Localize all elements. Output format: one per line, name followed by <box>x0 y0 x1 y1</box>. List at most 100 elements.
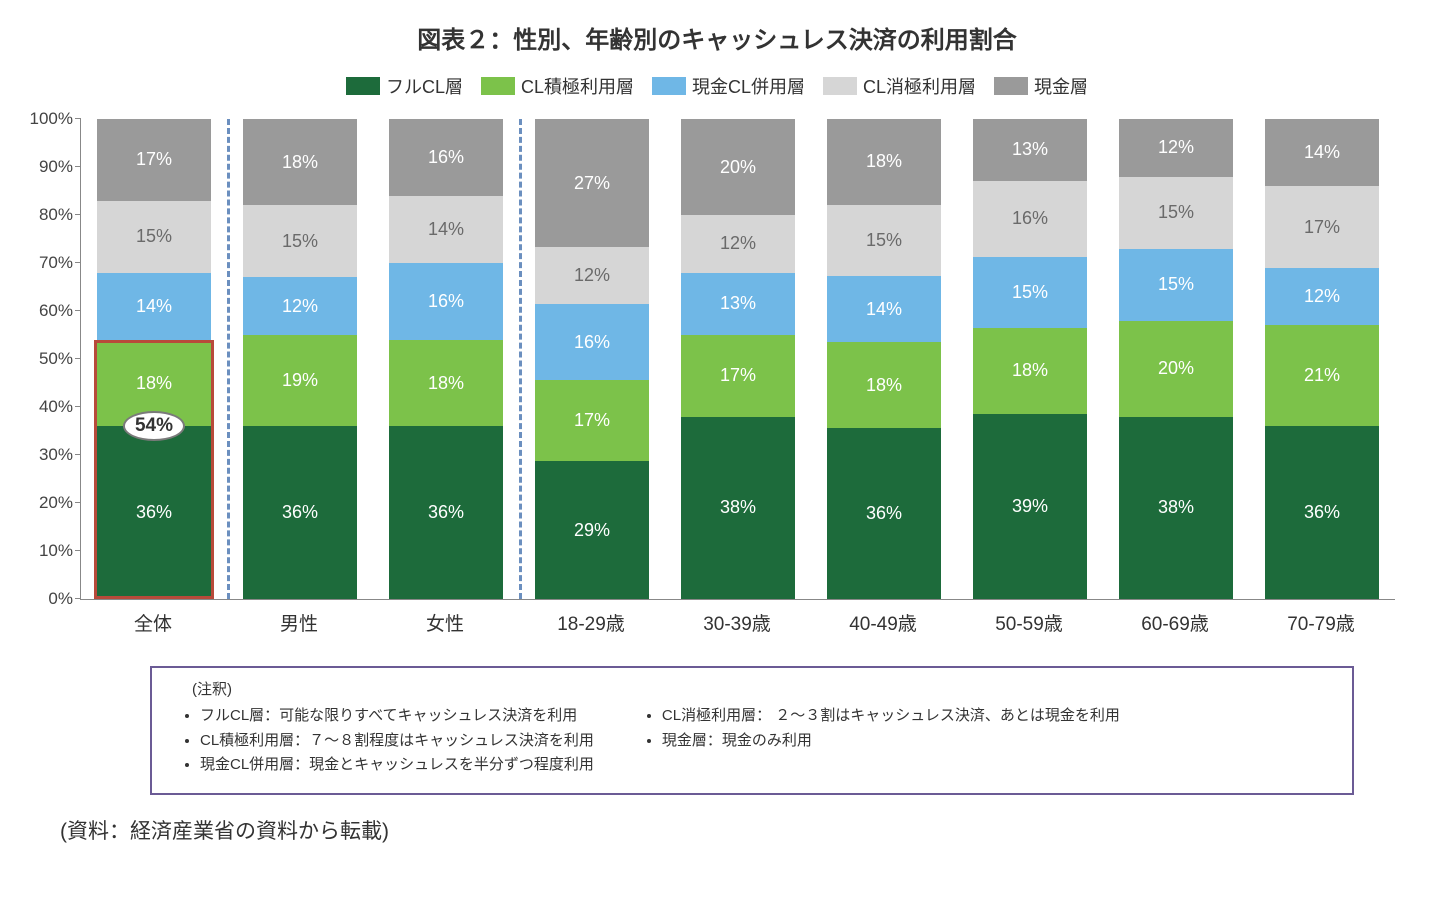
y-tick-label: 90% <box>23 157 73 177</box>
bar-segment: 18% <box>389 340 503 426</box>
bar-segment: 17% <box>681 335 795 417</box>
bar-segment: 14% <box>97 273 211 340</box>
bar-segment: 13% <box>973 119 1087 181</box>
stacked-bar: 36%18%16%14%16% <box>389 119 503 599</box>
bar-segment: 36% <box>97 426 211 599</box>
bar-segment: 36% <box>389 426 503 599</box>
plot-area: 0%10%20%30%40%50%60%70%80%90%100%36%18%1… <box>80 119 1394 599</box>
legend-item: 現金層 <box>994 73 1088 99</box>
x-axis-label: 男性 <box>226 609 372 636</box>
stacked-bar: 38%17%13%12%20% <box>681 119 795 599</box>
legend: フルCL層 CL積極利用層 現金CL併用層 CL消極利用層 現金層 <box>20 73 1414 99</box>
legend-swatch <box>823 77 857 95</box>
bar-slot: 36%18%14%15%18% <box>811 119 957 599</box>
stacked-bar: 38%20%15%15%12% <box>1119 119 1233 599</box>
bar-slot: 36%21%12%17%14% <box>1249 119 1395 599</box>
legend-label: フルCL層 <box>386 73 463 99</box>
x-axis-label: 18-29歳 <box>518 609 664 636</box>
bar-segment: 15% <box>827 205 941 276</box>
bar-segment: 15% <box>1119 249 1233 321</box>
bar-segment: 36% <box>243 426 357 599</box>
bar-segment: 12% <box>243 277 357 335</box>
bar-segment: 38% <box>681 417 795 599</box>
y-tick-label: 60% <box>23 301 73 321</box>
highlight-callout: 54% <box>123 411 185 441</box>
y-tick-label: 50% <box>23 349 73 369</box>
x-axis-label: 40-49歳 <box>810 609 956 636</box>
bar-segment: 36% <box>1265 426 1379 599</box>
group-divider <box>227 119 230 599</box>
bar-segment: 20% <box>1119 321 1233 417</box>
stacked-bar: 36%18%14%15%17% <box>97 119 211 599</box>
legend-swatch <box>346 77 380 95</box>
group-divider <box>519 119 522 599</box>
bar-segment: 27% <box>535 119 649 247</box>
legend-item: フルCL層 <box>346 73 463 99</box>
bar-segment: 12% <box>535 247 649 304</box>
legend-label: 現金層 <box>1034 73 1088 99</box>
y-tick-label: 70% <box>23 253 73 273</box>
y-tick-label: 10% <box>23 541 73 561</box>
legend-item: CL積極利用層 <box>481 73 634 99</box>
stacked-bar: 36%19%12%15%18% <box>243 119 357 599</box>
bar-segment: 16% <box>535 304 649 380</box>
bar-slot: 36%18%14%15%17%54% <box>81 119 227 599</box>
bar-segment: 14% <box>827 276 941 343</box>
bar-segment: 12% <box>681 215 795 273</box>
legend-swatch <box>652 77 686 95</box>
chart-container: 図表２：性別、年齢別のキャッシュレス決済の利用割合 フルCL層CL積極利用層現金… <box>20 20 1414 845</box>
bar-segment: 18% <box>827 342 941 428</box>
notes-col-left: フルCL層：可能な限りすべてキャッシュレス決済を利用CL積極利用層：７～８割程度… <box>172 703 594 779</box>
bar-segment: 17% <box>535 380 649 461</box>
x-axis-labels: 全体男性女性18-29歳30-39歳40-49歳50-59歳60-69歳70-7… <box>80 609 1394 636</box>
notes-col-right: CL消極利用層： ２～３割はキャッシュレス決済、あとは現金を利用現金層：現金のみ… <box>634 703 1120 779</box>
bar-segment: 17% <box>1265 186 1379 268</box>
note-item: 現金CL併用層：現金とキャッシュレスを半分ずつ程度利用 <box>200 754 594 777</box>
bar-slot: 36%19%12%15%18% <box>227 119 373 599</box>
note-item: CL消極利用層： ２～３割はキャッシュレス決済、あとは現金を利用 <box>662 705 1120 728</box>
bar-segment: 39% <box>973 414 1087 599</box>
bar-slot: 29%17%16%12%27% <box>519 119 665 599</box>
y-tick-label: 30% <box>23 445 73 465</box>
bar-segment: 14% <box>1265 119 1379 186</box>
legend-label: CL消極利用層 <box>863 73 976 99</box>
x-axis-label: 全体 <box>80 609 226 636</box>
bar-segment: 16% <box>389 263 503 340</box>
bar-segment: 13% <box>681 273 795 335</box>
stacked-bar: 36%18%14%15%18% <box>827 119 941 599</box>
bar-segment: 17% <box>97 119 211 201</box>
y-tick-label: 40% <box>23 397 73 417</box>
stacked-bar: 39%18%15%16%13% <box>973 119 1087 599</box>
bar-segment: 15% <box>973 257 1087 328</box>
y-tick-label: 0% <box>23 589 73 609</box>
bar-segment: 20% <box>681 119 795 215</box>
x-axis-label: 女性 <box>372 609 518 636</box>
legend-item: 現金CL併用層 <box>652 73 805 99</box>
x-axis-label: 50-59歳 <box>956 609 1102 636</box>
notes-title: (注釈) <box>172 678 1332 699</box>
legend-label: CL積極利用層 <box>521 73 634 99</box>
bar-slot: 38%17%13%12%20% <box>665 119 811 599</box>
legend-item: CL消極利用層 <box>823 73 976 99</box>
bar-segment: 16% <box>973 181 1087 257</box>
y-tick-label: 80% <box>23 205 73 225</box>
bar-segment: 18% <box>827 119 941 205</box>
bar-segment: 16% <box>389 119 503 196</box>
legend-label: 現金CL併用層 <box>692 73 805 99</box>
bar-segment: 38% <box>1119 417 1233 599</box>
legend-swatch <box>481 77 515 95</box>
bar-slot: 36%18%16%14%16% <box>373 119 519 599</box>
y-tick-label: 20% <box>23 493 73 513</box>
stacked-bar: 29%17%16%12%27% <box>535 119 649 599</box>
x-axis-label: 30-39歳 <box>664 609 810 636</box>
note-item: フルCL層：可能な限りすべてキャッシュレス決済を利用 <box>200 705 594 728</box>
bar-segment: 12% <box>1265 268 1379 326</box>
bar-slot: 38%20%15%15%12% <box>1103 119 1249 599</box>
note-item: 現金層：現金のみ利用 <box>662 730 1120 753</box>
legend-swatch <box>994 77 1028 95</box>
bar-segment: 19% <box>243 335 357 426</box>
bar-segment: 36% <box>827 428 941 599</box>
notes-box: (注釈) フルCL層：可能な限りすべてキャッシュレス決済を利用CL積極利用層：７… <box>150 666 1354 795</box>
bar-segment: 29% <box>535 461 649 599</box>
bar-segment: 14% <box>389 196 503 263</box>
